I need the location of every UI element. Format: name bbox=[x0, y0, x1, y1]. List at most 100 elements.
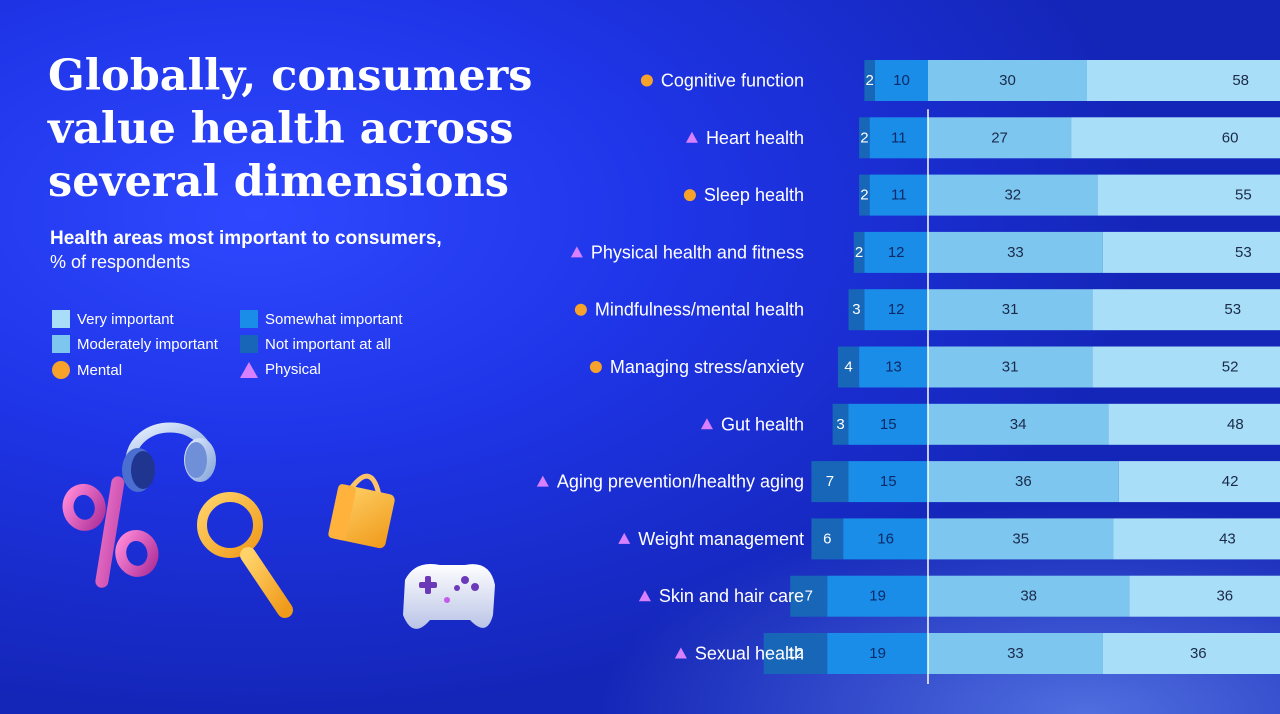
bar-segment-not-at-all bbox=[864, 60, 875, 101]
bar-segment-not-at-all bbox=[848, 289, 865, 331]
data-label-very: 58 bbox=[1232, 72, 1249, 89]
decorative-illustration bbox=[62, 422, 495, 629]
bar-row: 7 15 36 42 Aging prevention/healthy aging bbox=[536, 461, 1280, 503]
data-label-very: 43 bbox=[1219, 530, 1236, 547]
data-label-moderately: 31 bbox=[1002, 359, 1019, 376]
data-label-very: 48 bbox=[1227, 416, 1244, 433]
data-label-moderately: 35 bbox=[1012, 530, 1029, 547]
bar-segment-somewhat bbox=[843, 518, 928, 560]
legend-swatch-somewhat bbox=[240, 310, 258, 328]
bar-segment-very bbox=[1113, 518, 1280, 560]
bar-segment-moderately bbox=[928, 346, 1093, 388]
bar-segment-not-at-all bbox=[811, 518, 844, 560]
bar-segment-very bbox=[1087, 60, 1280, 101]
bar-segment-not-at-all bbox=[832, 403, 849, 445]
mental-marker-icon bbox=[52, 361, 70, 379]
data-label-somewhat: 13 bbox=[885, 359, 902, 376]
data-label-very: 52 bbox=[1222, 359, 1239, 376]
magnifying-glass-icon bbox=[197, 492, 293, 618]
data-label-very: 53 bbox=[1224, 301, 1241, 318]
bar-row: 2 11 27 60 Heart health bbox=[685, 117, 1280, 159]
data-label-somewhat: 11 bbox=[891, 129, 907, 146]
bar-segment-somewhat bbox=[859, 346, 928, 388]
data-label-somewhat: 12 bbox=[888, 301, 905, 318]
physical-marker-icon bbox=[240, 361, 258, 378]
bar-segment-very bbox=[1129, 575, 1280, 617]
bar-segment-very bbox=[1108, 403, 1280, 445]
data-label-very: 53 bbox=[1235, 244, 1252, 261]
legend-swatch-very bbox=[52, 310, 70, 328]
data-label-not-at-all: 12 bbox=[787, 645, 804, 662]
bar-segment-somewhat bbox=[875, 60, 928, 101]
bar-segment-moderately bbox=[928, 117, 1072, 159]
legend-item-physical: Physical bbox=[240, 361, 321, 378]
chart-subtitle: Health areas most important to consumers… bbox=[50, 228, 442, 249]
data-label-not-at-all: 4 bbox=[844, 359, 852, 376]
data-label-very: 42 bbox=[1222, 473, 1239, 490]
physical-marker-icon bbox=[638, 590, 651, 602]
data-label-somewhat: 12 bbox=[888, 244, 905, 261]
bar-segment-somewhat bbox=[848, 403, 928, 445]
bar-row: 2 11 32 55 Sleep health bbox=[683, 174, 1280, 216]
data-label-very: 36 bbox=[1216, 588, 1233, 605]
data-label-somewhat: 19 bbox=[869, 588, 886, 605]
bar-segment-not-at-all bbox=[763, 633, 828, 674]
bar-segment-not-at-all bbox=[790, 575, 828, 617]
bar-segment-somewhat bbox=[848, 461, 928, 503]
physical-marker-icon bbox=[570, 246, 583, 258]
bar-row: 2 10 30 58 Cognitive function bbox=[640, 60, 1280, 101]
bar-segment-not-at-all bbox=[837, 346, 860, 388]
data-label-moderately: 33 bbox=[1007, 244, 1024, 261]
category-label: Managing stress/anxiety bbox=[610, 357, 804, 377]
legend-label-physical: Physical bbox=[265, 361, 321, 378]
bar-segment-somewhat bbox=[827, 575, 928, 617]
legend-label-very: Very important bbox=[77, 310, 174, 328]
bar-segment-moderately bbox=[928, 518, 1114, 560]
category-label: Sleep health bbox=[704, 185, 804, 205]
physical-marker-icon bbox=[685, 131, 698, 143]
data-label-moderately: 34 bbox=[1010, 416, 1027, 433]
data-label-somewhat: 15 bbox=[880, 416, 897, 433]
page-title: Globally, consumers value health across … bbox=[48, 51, 533, 207]
bar-row: 2 12 33 53 Physical health and fitness bbox=[570, 231, 1280, 273]
bar-segment-not-at-all bbox=[811, 461, 849, 503]
bar-segment-very bbox=[1102, 633, 1280, 674]
legend-swatch-moderately bbox=[52, 335, 70, 353]
bar-segment-moderately bbox=[928, 174, 1098, 216]
data-label-somewhat: 10 bbox=[893, 72, 910, 89]
physical-marker-icon bbox=[618, 532, 631, 544]
physical-marker-icon bbox=[700, 418, 713, 430]
legend-label-somewhat: Somewhat important bbox=[265, 310, 403, 328]
data-label-very: 36 bbox=[1190, 645, 1207, 662]
bar-segment-moderately bbox=[928, 60, 1087, 101]
category-label: Physical health and fitness bbox=[591, 242, 804, 262]
physical-marker-icon bbox=[674, 647, 687, 659]
category-label: Cognitive function bbox=[661, 71, 804, 91]
mental-marker-icon bbox=[640, 74, 653, 87]
data-label-somewhat: 11 bbox=[891, 187, 907, 204]
bar-segment-somewhat bbox=[864, 231, 928, 273]
category-label: Weight management bbox=[638, 529, 804, 549]
physical-marker-icon bbox=[536, 475, 549, 487]
bar-row: 6 16 35 43 Weight management bbox=[618, 518, 1280, 560]
bar-segment-somewhat bbox=[869, 117, 928, 159]
game-controller-icon bbox=[403, 564, 495, 629]
data-label-moderately: 38 bbox=[1020, 588, 1037, 605]
legend-item-somewhat: Somewhat important bbox=[240, 310, 403, 328]
data-label-moderately: 33 bbox=[1007, 645, 1024, 662]
bar-segment-somewhat bbox=[864, 289, 928, 331]
category-label: Mindfulness/mental health bbox=[595, 300, 804, 320]
bar-segment-very bbox=[1097, 174, 1280, 216]
data-label-somewhat: 15 bbox=[880, 473, 897, 490]
bar-segment-very bbox=[1118, 461, 1280, 503]
data-label-not-at-all: 3 bbox=[836, 416, 844, 433]
bar-row: 3 12 31 53 Mindfulness/mental health bbox=[574, 289, 1280, 331]
legend-label-not-at-all: Not important at all bbox=[265, 335, 391, 353]
headphones-icon bbox=[122, 422, 216, 492]
bar-segment-moderately bbox=[928, 231, 1103, 273]
bar-row: 3 15 34 48 Gut health bbox=[700, 403, 1280, 445]
legend-label-mental: Mental bbox=[77, 361, 123, 379]
bar-segment-moderately bbox=[928, 403, 1109, 445]
